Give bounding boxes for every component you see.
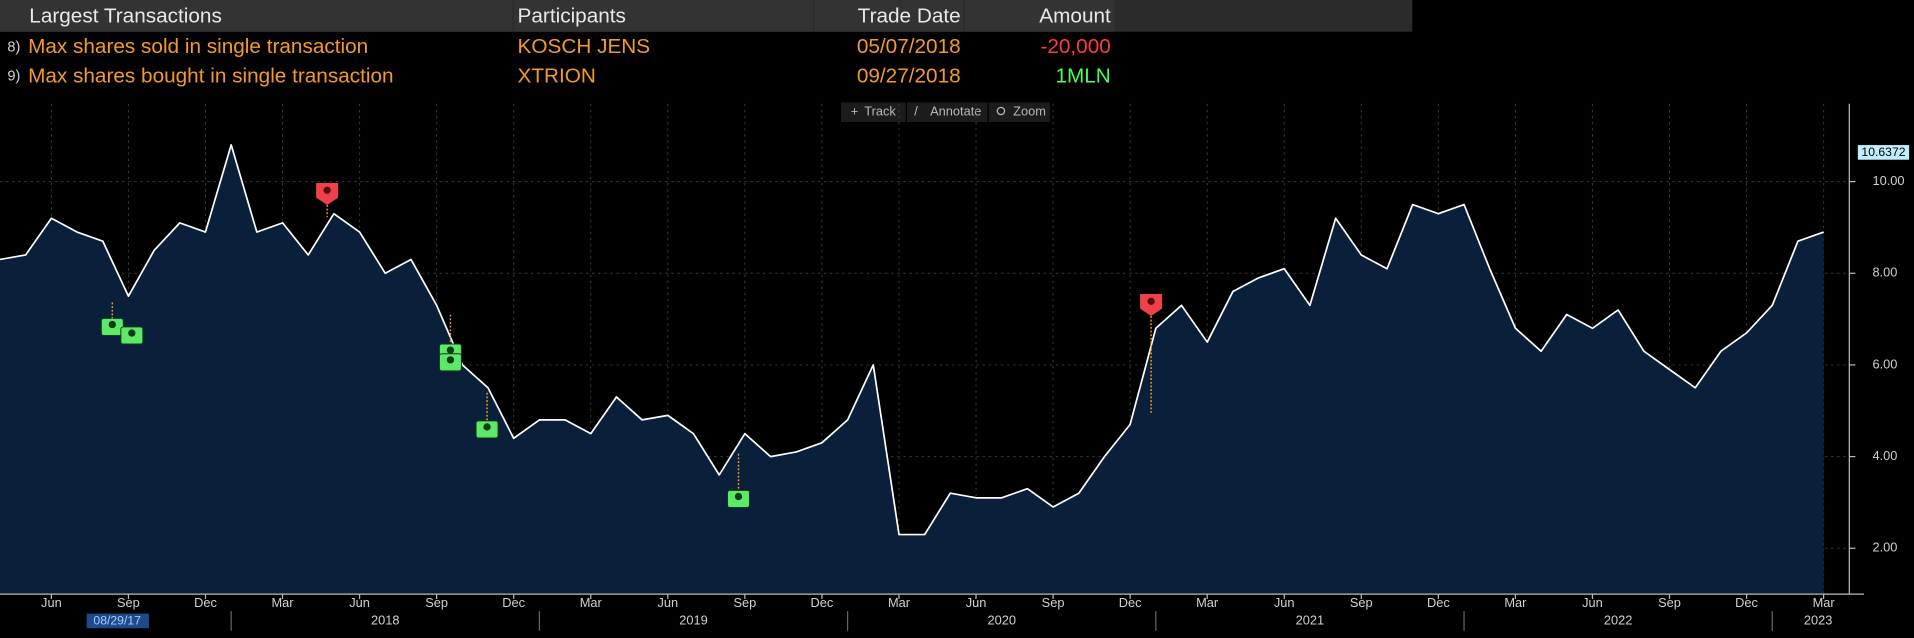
- price-area: [0, 144, 1824, 595]
- amount: 1MLN: [1055, 64, 1110, 87]
- price-line: [0, 144, 1824, 536]
- start-date: 08/29/17: [93, 614, 141, 628]
- header-cell: [814, 0, 964, 32]
- marker-icon: [1147, 297, 1155, 305]
- marker-icon: [483, 423, 491, 431]
- row-number[interactable]: 9): [7, 69, 20, 85]
- year-label: 2022: [1604, 612, 1632, 627]
- toolbar-icon: +: [851, 104, 858, 119]
- start-date-box: [86, 613, 149, 629]
- trade-date: 09/27/2018: [857, 64, 961, 87]
- x-tick-label: Jun: [1274, 595, 1295, 610]
- x-tick-label: Mar: [1813, 595, 1836, 610]
- participant[interactable]: XTRION: [518, 64, 596, 87]
- x-tick-label: Sep: [117, 595, 140, 610]
- amount: -20,000: [1040, 35, 1110, 58]
- x-tick-label: Mar: [888, 595, 911, 610]
- row-description[interactable]: Max shares bought in single transaction: [28, 64, 393, 87]
- participant[interactable]: KOSCH JENS: [518, 35, 651, 58]
- trade-date: 05/07/2018: [857, 35, 961, 58]
- x-tick-label: Sep: [425, 595, 448, 610]
- toolbar-button[interactable]: [841, 102, 906, 122]
- x-tick-label: Jun: [966, 595, 987, 610]
- year-label: 2019: [679, 612, 707, 627]
- x-tick-label: Dec: [502, 595, 525, 610]
- y-tick-label: 4.00: [1872, 448, 1897, 463]
- x-tick-label: Dec: [1427, 595, 1450, 610]
- toolbar-button[interactable]: [906, 102, 988, 122]
- x-tick-label: Mar: [1504, 595, 1527, 610]
- year-label: 2021: [1296, 612, 1324, 627]
- x-tick-label: Mar: [272, 595, 295, 610]
- row-number[interactable]: 8): [7, 39, 20, 55]
- x-tick-label: Sep: [733, 595, 756, 610]
- x-tick-label: Dec: [1735, 595, 1758, 610]
- header-cell: [964, 0, 1115, 32]
- x-tick-label: Dec: [194, 595, 217, 610]
- y-tick-label: 2.00: [1872, 540, 1897, 555]
- x-tick-label: Mar: [580, 595, 603, 610]
- marker-icon: [323, 186, 331, 194]
- year-label: 2018: [371, 612, 399, 627]
- y-tick-label: 6.00: [1872, 356, 1897, 371]
- toolbar-button[interactable]: [988, 102, 1050, 122]
- year-label: 2020: [987, 612, 1015, 627]
- toolbar-icon: [996, 106, 1006, 116]
- toolbar-icon: /: [914, 104, 918, 119]
- x-tick-label: Jun: [657, 595, 678, 610]
- y-tick-label: 8.00: [1872, 265, 1897, 280]
- x-tick-label: Jun: [41, 595, 62, 610]
- header-cell: [513, 0, 813, 32]
- marker-icon: [446, 356, 455, 364]
- column-header[interactable]: Largest Transactions: [29, 5, 222, 28]
- toolbar-label[interactable]: Track: [864, 104, 896, 119]
- x-tick-label: Sep: [1350, 595, 1373, 610]
- plot: 2.00 4.00 6.00 8.00 10.00 Jun Sep Dec Mar Jun Sep D…: [0, 103, 1910, 631]
- toolbar-label[interactable]: Annotate: [930, 104, 981, 119]
- row-description[interactable]: Max shares sold in single transaction: [28, 35, 368, 58]
- last-price-box: [1857, 145, 1910, 160]
- insider-markers: [100, 182, 1163, 508]
- x-tick-label: Sep: [1042, 595, 1065, 610]
- marker-icon: [446, 346, 455, 354]
- marker-icon: [734, 492, 743, 501]
- y-tick-label: 10.00: [1872, 173, 1904, 188]
- marker-icon: [128, 329, 136, 337]
- x-tick-label: Dec: [1119, 595, 1142, 610]
- x-tick-label: Jun: [349, 595, 370, 610]
- column-header[interactable]: Amount: [1039, 5, 1111, 28]
- last-price-label: 10.6372: [1861, 145, 1905, 159]
- year-label: 2023: [1804, 612, 1832, 627]
- x-tick-label: Jun: [1582, 595, 1603, 610]
- marker-icon: [108, 320, 116, 329]
- x-tick-label: Sep: [1658, 595, 1681, 610]
- x-tick-label: Dec: [811, 595, 834, 610]
- header-cell: [0, 0, 513, 32]
- column-header[interactable]: Participants: [518, 5, 626, 28]
- toolbar-label[interactable]: Zoom: [1013, 104, 1046, 119]
- x-tick-label: Mar: [1196, 595, 1219, 610]
- column-header[interactable]: Trade Date: [858, 5, 961, 28]
